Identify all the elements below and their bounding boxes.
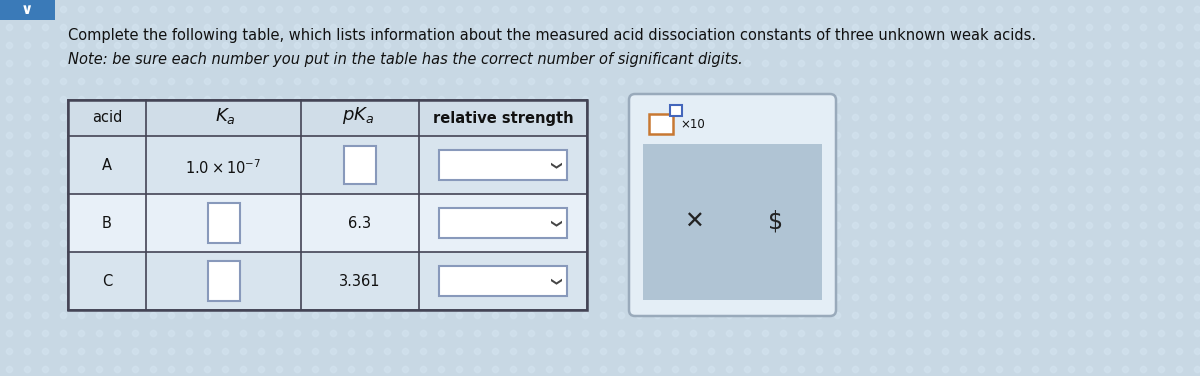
Text: acid: acid	[92, 111, 122, 126]
Bar	[0, 0, 55, 20]
Text: ✕: ✕	[684, 210, 703, 234]
Text: ❯: ❯	[548, 161, 559, 171]
Text: relative strength: relative strength	[433, 111, 574, 126]
Bar	[439, 208, 568, 238]
Text: ∨: ∨	[20, 3, 34, 18]
Text: $1.0 \times 10^{-7}$: $1.0 \times 10^{-7}$	[186, 159, 262, 177]
Bar	[68, 100, 587, 136]
Bar	[68, 136, 587, 194]
Bar	[68, 194, 587, 252]
Bar	[439, 150, 568, 180]
Text: Complete the following table, which lists information about the measured acid di: Complete the following table, which list…	[68, 28, 1036, 43]
Bar	[670, 105, 682, 116]
Bar	[643, 144, 822, 300]
Bar	[68, 252, 587, 310]
Text: $p\mathit{K}_{\mathit{a}}$: $p\mathit{K}_{\mathit{a}}$	[342, 106, 374, 126]
Text: ×10: ×10	[680, 117, 706, 130]
Text: 3.361: 3.361	[340, 273, 380, 288]
Text: 6.3: 6.3	[348, 215, 372, 230]
Bar	[439, 266, 568, 296]
Text: Note: be sure each number you put in the table has the correct number of signifi: Note: be sure each number you put in the…	[68, 52, 743, 67]
Bar	[208, 203, 240, 243]
Text: $\mathit{K}_{\mathit{a}}$: $\mathit{K}_{\mathit{a}}$	[215, 106, 236, 126]
Bar	[208, 261, 240, 301]
Bar	[344, 146, 376, 184]
Text: $: $	[768, 210, 782, 234]
Text: A: A	[102, 158, 112, 173]
Text: ❯: ❯	[548, 219, 559, 229]
FancyBboxPatch shape	[629, 94, 836, 316]
Bar	[68, 100, 587, 310]
Bar	[649, 114, 673, 134]
Text: B: B	[102, 215, 112, 230]
Text: C: C	[102, 273, 112, 288]
Text: ❯: ❯	[548, 277, 559, 287]
